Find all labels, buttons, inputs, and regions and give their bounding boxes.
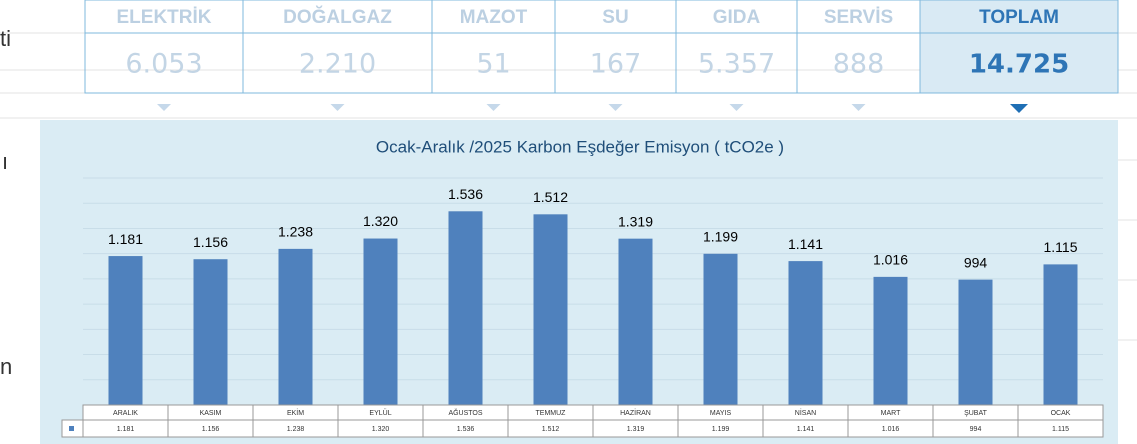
side-text: ti — [0, 26, 11, 51]
column-header: GIDA — [713, 7, 761, 28]
bar — [278, 248, 313, 405]
arrow — [851, 104, 866, 111]
column-header: DOĞALGAZ — [283, 6, 392, 28]
cell — [919, 32, 1119, 94]
table-cell — [1017, 419, 1104, 438]
data-label: 1.238 — [278, 224, 313, 240]
chart-title: Ocak-Aralık /2025 Karbon Eşdeğer Emisyon… — [376, 137, 784, 156]
x-tick-label: ŞUBAT — [964, 410, 988, 417]
bar — [108, 256, 143, 405]
column-value: 5.357 — [698, 49, 775, 80]
arrow — [157, 104, 171, 111]
table-value: 1.016 — [882, 426, 900, 433]
bar — [618, 238, 653, 405]
x-tick-label: EYLÜL — [369, 409, 391, 417]
table-value: 1.320 — [372, 426, 390, 433]
legend-key — [69, 426, 74, 431]
arrow — [486, 104, 501, 111]
total-cell — [920, 0, 1118, 93]
table-value: 994 — [970, 426, 982, 433]
column-value: 51 — [476, 49, 510, 80]
x-tick-label: HAZİRAN — [620, 408, 651, 417]
column-header: MAZOT — [460, 7, 528, 28]
column-value: 6.053 — [125, 49, 202, 80]
table-value: 1.512 — [542, 426, 560, 433]
x-tick-label: TEMMUZ — [536, 410, 567, 417]
table-value: 1.141 — [797, 426, 815, 433]
side-text: ı — [2, 149, 8, 174]
bar — [533, 214, 568, 405]
table-value: 1.536 — [457, 426, 475, 433]
data-label: 1.199 — [703, 228, 738, 244]
column-header: TOPLAM — [979, 7, 1059, 28]
column-header: ELEKTRİK — [117, 7, 212, 28]
bar — [193, 259, 228, 405]
x-tick-label: EKİM — [287, 408, 304, 417]
bar — [703, 253, 738, 405]
table-value: 1.238 — [287, 426, 305, 433]
column-value: 167 — [590, 49, 642, 80]
bar — [873, 276, 908, 405]
table-value: 1.199 — [712, 426, 730, 433]
bar — [958, 279, 993, 405]
arrow — [729, 104, 744, 111]
arrow — [330, 104, 345, 111]
table-value: 1.115 — [1052, 426, 1069, 433]
x-tick-label: KASIM — [200, 410, 222, 417]
table-value: 1.156 — [202, 426, 220, 433]
x-tick-label: MAYIS — [710, 410, 732, 417]
data-label: 1.319 — [618, 213, 653, 229]
bar — [1043, 264, 1078, 405]
x-tick-label: OCAK — [1051, 410, 1071, 417]
column-header: SU — [602, 7, 628, 28]
data-label: 1.115 — [1044, 239, 1078, 255]
data-label: 994 — [964, 254, 988, 270]
table-value: 1.319 — [627, 426, 645, 433]
data-label: 1.320 — [363, 213, 398, 229]
data-label: 1.016 — [873, 252, 908, 268]
arrow — [608, 104, 623, 111]
data-label: 1.536 — [448, 186, 483, 202]
bar — [788, 261, 823, 405]
bar — [448, 211, 483, 405]
column-value: 14.725 — [969, 50, 1069, 80]
data-label: 1.156 — [193, 234, 228, 250]
x-tick-label: MART — [881, 410, 901, 417]
x-tick-label: NİSAN — [795, 408, 816, 417]
table-value: 1.181 — [117, 426, 135, 433]
column-header: SERVİS — [824, 7, 893, 28]
data-label: 1.181 — [108, 231, 143, 247]
data-label: 1.512 — [533, 189, 568, 205]
column-value: 2.210 — [299, 49, 376, 80]
side-text: n — [0, 354, 12, 379]
x-tick-label: ARALIK — [113, 410, 138, 417]
data-label: 1.141 — [788, 236, 823, 252]
x-tick-label: AĞUSTOS — [448, 408, 482, 417]
column-value: 888 — [833, 49, 885, 80]
bar — [363, 238, 398, 405]
arrow — [1010, 104, 1028, 113]
